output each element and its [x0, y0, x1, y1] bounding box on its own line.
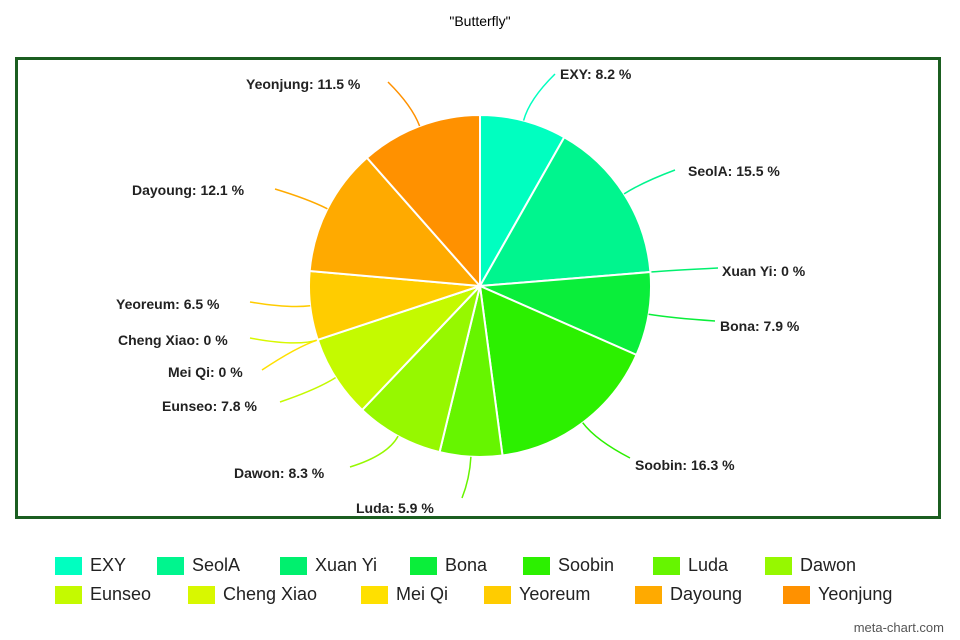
legend-item-dayoung: Dayoung	[635, 584, 742, 605]
watermark: meta-chart.com	[853, 620, 944, 635]
legend-label: Luda	[688, 555, 729, 575]
legend-swatch	[361, 585, 388, 604]
legend-swatch	[55, 585, 82, 604]
legend-row: EXY SeolA Xuan Yi Bona Soobin Luda Dawon	[55, 551, 935, 580]
legend-swatch	[783, 585, 810, 604]
legend-item-luda: Luda	[653, 555, 728, 576]
legend-swatch	[484, 585, 511, 604]
legend-item-mei-qi: Mei Qi	[361, 584, 448, 605]
leader-line-dawon	[349, 435, 399, 468]
leader-line-seola	[623, 169, 676, 195]
legend-label: Mei Qi	[396, 584, 449, 604]
legend-item-exy: EXY	[55, 555, 126, 576]
legend-item-soobin: Soobin	[523, 555, 614, 576]
slice-label-soobin: Soobin: 16.3 %	[635, 457, 735, 473]
legend-item-bona: Bona	[410, 555, 487, 576]
slice-label-exy: EXY: 8.2 %	[560, 66, 632, 82]
slice-label-dawon: Dawon: 8.3 %	[234, 465, 325, 481]
leader-line-cheng-xiao	[249, 337, 318, 344]
slice-label-yeoreum: Yeoreum: 6.5 %	[116, 296, 220, 312]
pie-slice-soobin	[478, 284, 638, 457]
legend-swatch	[55, 556, 82, 575]
leader-line-yeoreum	[249, 301, 311, 308]
leader-line-eunseo	[279, 376, 337, 403]
leader-line-luda	[461, 456, 472, 499]
legend-swatch	[410, 556, 437, 575]
plot-frame	[15, 57, 941, 519]
slice-label-luda: Luda: 5.9 %	[356, 500, 434, 516]
legend-swatch	[523, 556, 550, 575]
legend-item-dawon: Dawon	[765, 555, 856, 576]
legend-item-eunseo: Eunseo	[55, 584, 151, 605]
legend-label: Soobin	[558, 555, 615, 575]
legend-label: Bona	[445, 555, 488, 575]
pie-slice-yeonjung	[365, 113, 481, 289]
legend-label: Yeoreum	[519, 584, 591, 604]
leader-line-dayoung	[274, 188, 328, 210]
legend-label: Dayoung	[670, 584, 743, 604]
leader-line-mei-qi	[261, 339, 318, 371]
legend-label: Xuan Yi	[315, 555, 378, 575]
legend-row: Eunseo Cheng Xiao Mei Qi Yeoreum Dayoung Yeon…	[55, 580, 935, 609]
legend-label: Dawon	[800, 555, 857, 575]
leader-line-exy	[522, 73, 556, 121]
pie-slice-dayoung	[308, 156, 483, 288]
legend-label: Cheng Xiao	[223, 584, 318, 604]
legend-swatch	[280, 556, 307, 575]
slice-label-dayoung: Dayoung: 12.1 %	[132, 182, 245, 198]
legend-label: EXY	[90, 555, 127, 575]
legend-label: Eunseo	[90, 584, 152, 604]
legend-swatch	[635, 585, 662, 604]
slice-label-eunseo: Eunseo: 7.8 %	[162, 398, 257, 414]
chart-title: "Butterfly"	[449, 13, 511, 29]
legend-swatch	[157, 556, 184, 575]
leader-line-bona	[648, 313, 716, 322]
slice-label-bona: Bona: 7.9 %	[720, 318, 800, 334]
pie-slice-dawon	[360, 282, 482, 454]
legend: EXY SeolA Xuan Yi Bona Soobin Luda Dawon Eunseo…	[55, 551, 935, 609]
legend-item-yeonjung: Yeonjung	[783, 584, 892, 605]
pie-slice-exy	[479, 113, 566, 290]
pie-slice-seola	[478, 135, 652, 288]
slice-label-mei-qi: Mei Qi: 0 %	[168, 364, 243, 380]
leader-line-xuan-yi	[650, 267, 719, 273]
legend-label: SeolA	[192, 555, 241, 575]
legend-label: Yeonjung	[818, 584, 893, 604]
slice-label-seola: SeolA: 15.5 %	[688, 163, 780, 179]
legend-item-cheng-xiao: Cheng Xiao	[188, 584, 317, 605]
legend-swatch	[188, 585, 215, 604]
legend-item-yeoreum: Yeoreum	[484, 584, 590, 605]
legend-item-seola: SeolA	[157, 555, 240, 576]
leader-line-soobin	[582, 422, 631, 459]
legend-swatch	[653, 556, 680, 575]
slice-label-xuan-yi: Xuan Yi: 0 %	[722, 263, 806, 279]
leader-line-yeonjung	[387, 81, 421, 127]
legend-swatch	[765, 556, 792, 575]
legend-item-xuan-yi: Xuan Yi	[280, 555, 377, 576]
slice-label-yeonjung: Yeonjung: 11.5 %	[246, 76, 361, 92]
slice-label-cheng-xiao: Cheng Xiao: 0 %	[118, 332, 228, 348]
